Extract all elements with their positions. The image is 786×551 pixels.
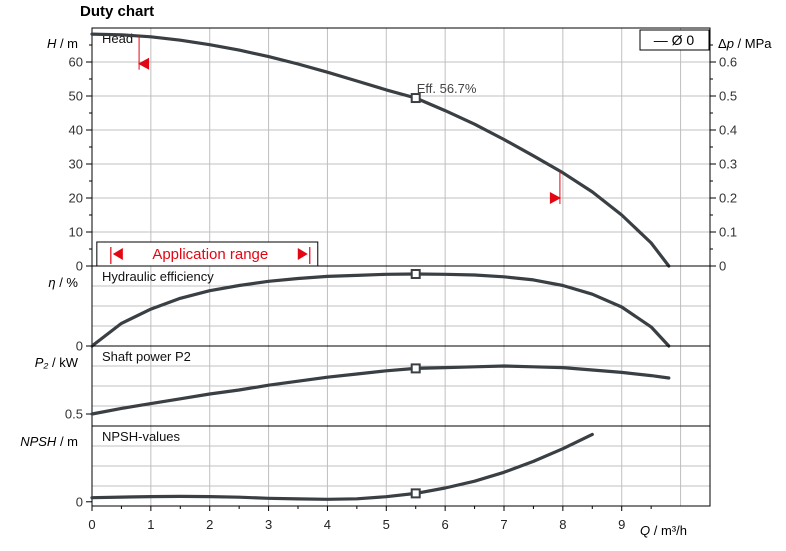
efficiency-annotation: Eff. 56.7%	[417, 81, 477, 96]
panel-efficiency: 0 Hydraulic efficiency	[76, 265, 711, 354]
y-tick-label: 30	[69, 157, 83, 172]
legend-entry: — Ø 0	[654, 32, 695, 48]
application-range-arrow-right	[297, 248, 308, 260]
y-axis-label: NPSH / m	[20, 434, 78, 449]
y2-tick-label: 0.2	[719, 191, 737, 206]
y-tick-label: 40	[69, 123, 83, 138]
y-tick-label: 0	[76, 259, 83, 274]
y-axis-label: P₂ / kW	[35, 355, 79, 370]
y2-tick-label: 0	[719, 259, 726, 274]
duty-point-marker	[410, 488, 421, 499]
legend-box	[639, 29, 710, 51]
application-range-box	[96, 241, 319, 267]
chart-title: Duty chart	[80, 3, 155, 20]
y-tick-label: 0	[76, 339, 83, 354]
range-marker	[549, 192, 561, 204]
y2-axis-label: Δp / MPa	[718, 36, 772, 51]
x-tick-label: 0	[88, 517, 95, 532]
duty-point-marker	[410, 363, 421, 374]
series-curve-head	[90, 32, 671, 268]
y-tick-label: 60	[69, 55, 83, 70]
panel-frame	[91, 27, 711, 267]
duty-point-marker	[410, 269, 421, 279]
x-tick-label: 3	[265, 517, 272, 532]
range-marker	[138, 57, 150, 70]
y2-tick-label: 0.5	[719, 89, 737, 104]
x-tick-label: 2	[206, 517, 213, 532]
y-tick-label: 10	[69, 225, 83, 240]
y-tick-label: 50	[69, 89, 83, 104]
series-curve-npsh	[90, 432, 594, 501]
panel-head: 0 10 20 30 40 50 60 0 0.1 0.2 0.3 0.4 0.5 0.6 Δp / MPa…	[69, 27, 772, 274]
series-label: Hydraulic efficiency	[102, 269, 214, 284]
x-tick-label: 4	[324, 517, 331, 532]
x-tick-label: 5	[383, 517, 390, 532]
y2-tick-label: 0.4	[719, 123, 737, 138]
y-axis-label: η / %	[48, 275, 78, 290]
series-label: NPSH-values	[102, 429, 181, 444]
duty-point-marker	[410, 93, 421, 104]
x-tick-label: 8	[559, 517, 566, 532]
panel-power: 0.5 Shaft power P2	[65, 345, 711, 427]
x-tick-label: 7	[500, 517, 507, 532]
application-range-label: Application range	[152, 246, 268, 263]
y-tick-label: 20	[69, 191, 83, 206]
y-tick-label: 0	[76, 494, 83, 509]
x-tick-label: 1	[147, 517, 154, 532]
series-curve-power	[90, 364, 671, 416]
y2-tick-label: 0.1	[719, 225, 737, 240]
panel-frame	[91, 425, 711, 507]
x-axis-label: Q / m³/h	[640, 523, 687, 538]
y2-tick-label: 0.3	[719, 157, 737, 172]
application-range-arrow-left	[112, 248, 123, 260]
y-axis-label: H / m	[47, 36, 78, 51]
series-label: Shaft power P2	[102, 349, 191, 364]
series-curve-efficiency	[90, 272, 671, 348]
y-tick-label: 0.5	[65, 407, 83, 422]
x-tick-label: 6	[442, 517, 449, 532]
y2-tick-label: 0.6	[719, 55, 737, 70]
x-tick-label: 9	[618, 517, 625, 532]
panel-npsh: 0 NPSH-values	[76, 425, 711, 509]
